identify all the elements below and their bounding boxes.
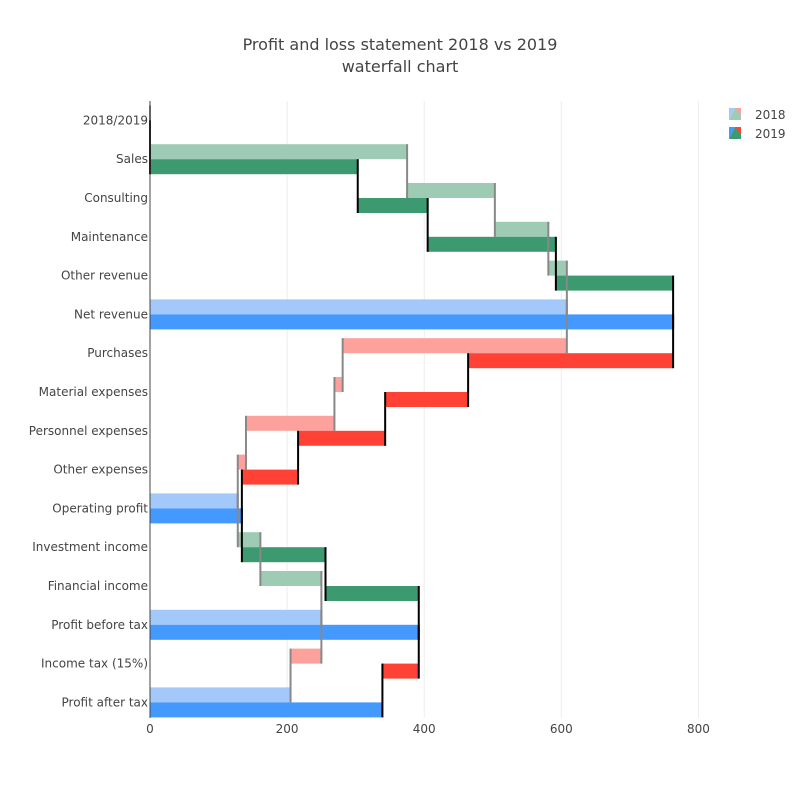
connectors — [149, 105, 675, 718]
bar-2018-personnel-expenses[interactable] — [245, 415, 335, 431]
y-tick-label-sales: Sales — [116, 152, 148, 166]
x-tick-label-600: 600 — [550, 722, 573, 736]
y-tick-label-other-revenue: Other revenue — [61, 269, 148, 283]
chart-title-line-1: Profit and loss statement 2018 vs 2019 — [243, 35, 558, 54]
chart-title-line-2: waterfall chart — [342, 57, 459, 76]
y-tick-label-financial-income: Financial income — [48, 579, 148, 593]
bar-2018-net-revenue[interactable] — [150, 299, 567, 315]
legend-label-2018: 2018 — [755, 108, 786, 122]
bar-2019-other-expenses[interactable] — [241, 469, 299, 485]
y-tick-label-consulting: Consulting — [84, 191, 148, 205]
legend[interactable]: 2018 2019 — [729, 108, 786, 141]
x-tick-label-0: 0 — [146, 722, 154, 736]
bar-2019-profit-before-tax[interactable] — [150, 624, 419, 640]
x-tick-label-400: 400 — [413, 722, 436, 736]
bar-2018-investment-income[interactable] — [237, 532, 261, 548]
x-tick-label-800: 800 — [687, 722, 710, 736]
bar-2018-other-expenses[interactable] — [237, 454, 246, 470]
bar-2019-income-tax-15[interactable] — [382, 663, 419, 679]
bar-2018-financial-income[interactable] — [260, 571, 322, 586]
y-axis-tick-labels: 2018/2019 Sales Consulting Maintenance Other… — [29, 113, 149, 709]
bar-2019-net-revenue[interactable] — [150, 314, 674, 330]
bar-2019-consulting[interactable] — [357, 198, 428, 213]
bar-2019-sales[interactable] — [150, 159, 358, 175]
bar-2018-sales[interactable] — [150, 144, 408, 160]
y-tick-label-material-expenses: Material expenses — [39, 385, 148, 399]
y-tick-label-profit-before-tax: Profit before tax — [51, 618, 148, 632]
legend-swatch-part — [735, 127, 741, 135]
bar-2019-financial-income[interactable] — [325, 586, 419, 601]
y-tick-label-other-expenses: Other expenses — [53, 463, 148, 477]
bar-2019-investment-income[interactable] — [241, 547, 326, 563]
x-tick-label-200: 200 — [276, 722, 299, 736]
y-tick-label-purchases: Purchases — [87, 346, 148, 360]
bar-2018-purchases[interactable] — [342, 338, 567, 354]
bar-2018-operating-profit[interactable] — [150, 493, 238, 509]
legend-swatch-part — [735, 108, 741, 116]
bar-2018-maintenance[interactable] — [494, 221, 549, 237]
bar-2019-other-revenue[interactable] — [555, 275, 674, 291]
bar-2018-profit-after-tax[interactable] — [150, 687, 291, 703]
bar-2018-income-tax-15[interactable] — [290, 648, 322, 664]
bar-2019-profit-after-tax[interactable] — [150, 702, 383, 718]
y-tick-label-2018-2019: 2018/2019 — [83, 113, 148, 127]
y-tick-label-personnel-expenses: Personnel expenses — [29, 424, 148, 438]
y-tick-label-income-tax-15: Income tax (15%) — [41, 657, 148, 671]
chart-title: Profit and loss statement 2018 vs 2019 w… — [243, 35, 558, 76]
legend-label-2019: 2019 — [755, 127, 786, 141]
x-axis-tick-labels: 0 200 400 600 800 — [146, 722, 710, 736]
bar-2019-material-expenses[interactable] — [385, 392, 469, 407]
bar-2018-profit-before-tax[interactable] — [150, 609, 322, 625]
bar-2018-consulting[interactable] — [407, 183, 495, 198]
legend-item-2018[interactable]: 2018 — [729, 108, 786, 122]
legend-swatch-2018 — [729, 108, 741, 120]
bar-2018-other-revenue[interactable] — [548, 260, 567, 276]
y-tick-label-profit-after-tax: Profit after tax — [62, 695, 148, 709]
legend-item-2019[interactable]: 2019 — [729, 127, 786, 141]
y-tick-label-net-revenue: Net revenue — [74, 307, 148, 321]
legend-swatch-2019 — [729, 127, 741, 139]
bars — [150, 144, 674, 718]
y-tick-label-investment-income: Investment income — [32, 540, 148, 554]
bar-2019-operating-profit[interactable] — [150, 508, 242, 524]
y-tick-label-maintenance: Maintenance — [71, 230, 148, 244]
bar-2019-maintenance[interactable] — [427, 236, 556, 252]
bar-2018-material-expenses[interactable] — [334, 377, 343, 392]
y-tick-label-operating-profit: Operating profit — [52, 501, 148, 515]
bar-2019-purchases[interactable] — [468, 353, 674, 369]
bar-2019-personnel-expenses[interactable] — [298, 430, 386, 446]
